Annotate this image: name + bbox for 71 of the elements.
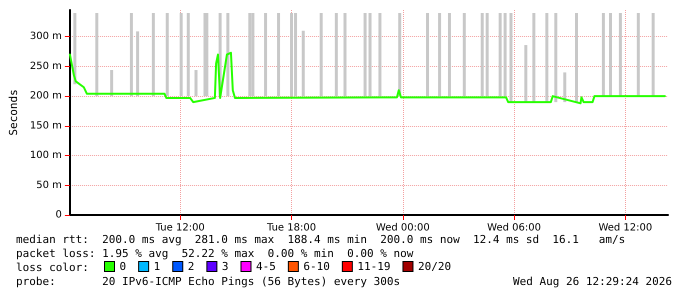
- bar: [334, 12, 338, 96]
- bar: [251, 12, 254, 96]
- y-tick-label: 0: [56, 210, 62, 220]
- bar: [532, 12, 536, 102]
- bar: [130, 12, 133, 96]
- x-tick-label: Wed 06:00: [487, 222, 541, 234]
- bar: [575, 12, 578, 102]
- bar: [636, 12, 640, 96]
- bar: [438, 12, 442, 96]
- bar: [186, 12, 190, 96]
- bar: [426, 12, 430, 96]
- y-tick-label: 200 m: [30, 90, 62, 102]
- bar: [110, 70, 114, 96]
- bar: [264, 12, 268, 96]
- y-axis-title: Seconds: [7, 89, 20, 136]
- bar: [504, 12, 507, 96]
- legend-label: 0: [120, 260, 126, 273]
- y-tick-label: 150 m: [30, 120, 62, 132]
- line-series: [68, 52, 666, 104]
- bar: [524, 45, 528, 102]
- bar: [498, 12, 502, 96]
- bar: [73, 12, 76, 84]
- bar: [652, 12, 655, 96]
- bar: [180, 12, 183, 96]
- legend-title: loss color:: [16, 261, 89, 274]
- bar: [277, 12, 280, 96]
- text: median rtt: 200.0 ms avg 281.0 ms max 188.4 ms min 200.0 ms now 12.4 ms sd 16.1 am/s: [16, 233, 626, 246]
- bar: [609, 12, 612, 96]
- bar: [618, 12, 622, 96]
- bar: [344, 12, 346, 96]
- y-tick-label: 100 m: [30, 150, 62, 162]
- bar: [378, 12, 382, 96]
- bar: [290, 12, 294, 96]
- legend-label: 1: [154, 260, 160, 273]
- bar: [462, 12, 466, 96]
- y-tick-label: 50 m: [36, 180, 62, 191]
- y-tick-label: 300 m: [30, 31, 62, 42]
- legend-label: 11-19: [357, 260, 390, 273]
- legend-label: 6-10: [303, 260, 330, 273]
- bar: [554, 12, 558, 102]
- bar: [602, 12, 605, 96]
- bar: [166, 12, 169, 96]
- bar: [294, 12, 298, 96]
- bar: [152, 12, 155, 96]
- x-tick-label: Wed 12:00: [598, 222, 652, 234]
- legend-label: 2: [188, 260, 194, 273]
- legend-label: 3: [222, 260, 228, 273]
- legend-label: 20/20: [418, 260, 452, 273]
- bar: [364, 12, 367, 96]
- x-tick-label: Wed 00:00: [376, 222, 430, 234]
- text: Wed Aug 26 12:29:24 2026: [513, 275, 672, 288]
- bar: [95, 12, 98, 96]
- bar: [320, 12, 323, 96]
- bar: [248, 12, 252, 96]
- text: probe: 20 IPv6-ICMP Echo Pings (56 Bytes) every 300s: [16, 275, 400, 288]
- bar: [226, 12, 230, 96]
- x-tick-label: Tue 18:00: [266, 222, 316, 234]
- bar: [368, 12, 372, 96]
- bar: [398, 12, 402, 96]
- bar: [448, 12, 451, 96]
- bar: [136, 31, 140, 96]
- bar: [480, 12, 484, 96]
- bar: [509, 12, 512, 102]
- bar: [302, 30, 305, 96]
- legend-label: 4-5: [256, 260, 276, 273]
- x-tick-label: Tue 12:00: [154, 222, 205, 234]
- bar: [545, 12, 548, 102]
- text: packet loss: 1.95 % avg 52.22 % max 0.00 % min 0.00 % now: [16, 247, 414, 260]
- bar: [194, 70, 198, 96]
- bar: [563, 72, 566, 102]
- y-tick-label: 250 m: [30, 60, 62, 72]
